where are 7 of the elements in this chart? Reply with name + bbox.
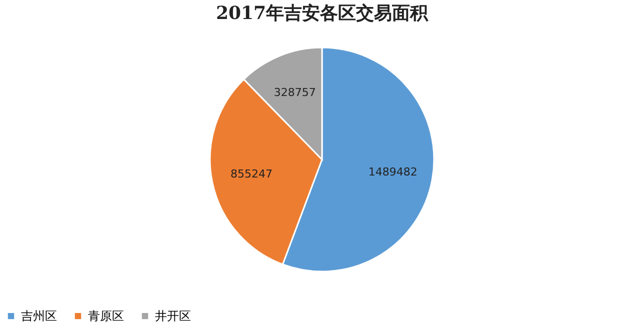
legend-label: 吉州区 (21, 309, 57, 324)
data-label: 1489482 (368, 165, 418, 178)
legend-label: 井开区 (155, 309, 191, 324)
legend-label: 青原区 (88, 309, 124, 324)
data-label: 328757 (274, 86, 316, 99)
chart-title: 2017年吉安各区交易面积 (216, 3, 430, 24)
data-label: 855247 (230, 167, 273, 180)
